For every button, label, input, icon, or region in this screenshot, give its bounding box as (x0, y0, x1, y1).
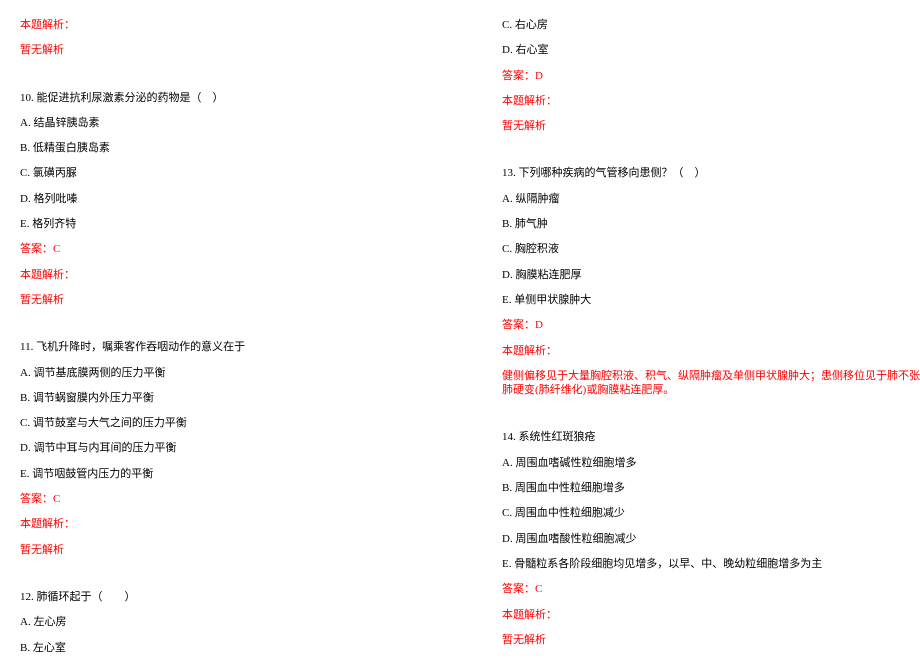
answer-text: 答案：C (20, 242, 450, 256)
analysis-label: 本题解析： (502, 94, 920, 108)
option-b: B. 肺气肿 (502, 217, 920, 231)
option-e: E. 骨髓粒系各阶段细胞均见增多，以早、中、晚幼粒细胞增多为主 (502, 557, 920, 571)
option-b: B. 左心室 (20, 641, 450, 655)
analysis-text: 暂无解析 (20, 43, 450, 57)
option-e: E. 格列齐特 (20, 217, 450, 231)
option-b: B. 低精蛋白胰岛素 (20, 141, 450, 155)
option-e: E. 单侧甲状腺肿大 (502, 293, 920, 307)
analysis-label: 本题解析： (20, 517, 450, 531)
option-c: C. 右心房 (502, 18, 920, 32)
option-d: D. 调节中耳与内耳间的压力平衡 (20, 441, 450, 455)
answer-text: 答案：C (502, 582, 920, 596)
analysis-label: 本题解析： (502, 608, 920, 622)
analysis-text: 暂无解析 (502, 633, 920, 647)
option-a: A. 周围血嗜碱性粒细胞增多 (502, 456, 920, 470)
question-text: 12. 肺循环起于（ ） (20, 590, 450, 604)
option-e: E. 调节咽鼓管内压力的平衡 (20, 467, 450, 481)
answer-text: 答案：D (502, 69, 920, 83)
question-text: 11. 飞机升降时，嘱乘客作吞咽动作的意义在于 (20, 340, 450, 354)
question-text: 14. 系统性红斑狼疮 (502, 430, 920, 444)
analysis-text: 暂无解析 (20, 293, 450, 307)
analysis-label: 本题解析： (20, 18, 450, 32)
option-b: B. 周围血中性粒细胞增多 (502, 481, 920, 495)
option-c: C. 调节鼓室与大气之间的压力平衡 (20, 416, 450, 430)
option-d: D. 周围血嗜酸性粒细胞减少 (502, 532, 920, 546)
analysis-text: 暂无解析 (20, 543, 450, 557)
option-a: A. 结晶锌胰岛素 (20, 116, 450, 130)
option-a: A. 调节基底膜两侧的压力平衡 (20, 366, 450, 380)
option-c: C. 周围血中性粒细胞减少 (502, 506, 920, 520)
option-a: A. 左心房 (20, 615, 450, 629)
option-b: B. 调节蜗窗膜内外压力平衡 (20, 391, 450, 405)
option-c: C. 胸腔积液 (502, 242, 920, 256)
option-d: D. 格列吡嗪 (20, 192, 450, 206)
analysis-text: 暂无解析 (502, 119, 920, 133)
question-text: 13. 下列哪种疾病的气管移向患侧？（ ） (502, 166, 920, 180)
answer-text: 答案：D (502, 318, 920, 332)
answer-text: 答案：C (20, 492, 450, 506)
analysis-text: 健侧偏移见于大量胸腔积液、积气、纵隔肿瘤及单侧甲状腺肿大；患侧移位见于肺不张、肺… (502, 369, 920, 398)
analysis-label: 本题解析： (502, 344, 920, 358)
option-d: D. 右心室 (502, 43, 920, 57)
analysis-label: 本题解析： (20, 268, 450, 282)
option-c: C. 氯磺丙脲 (20, 166, 450, 180)
option-a: A. 纵隔肿瘤 (502, 192, 920, 206)
option-d: D. 胸膜粘连肥厚 (502, 268, 920, 282)
question-text: 10. 能促进抗利尿激素分泌的药物是（ ） (20, 91, 450, 105)
